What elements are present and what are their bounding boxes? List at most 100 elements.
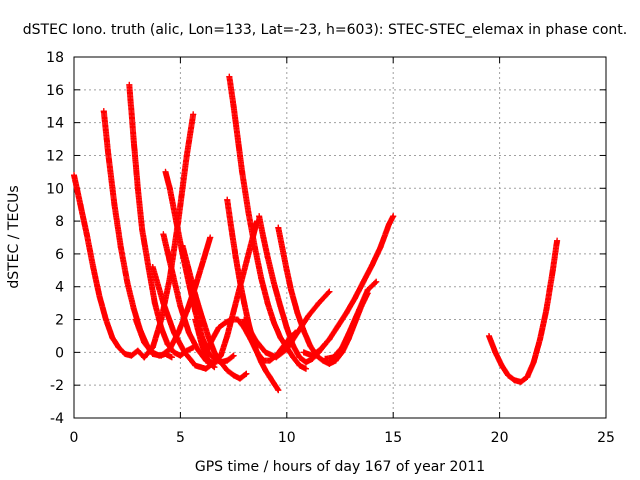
data-point [96, 293, 103, 300]
data-point [83, 231, 90, 238]
data-point [377, 244, 384, 251]
x-tick-label: 0 [70, 430, 79, 446]
axis-ticks: 0 5 10 15 20 25 -4 -2 0 2 4 6 8 10 12 14 16 18 [46, 50, 615, 446]
data-point [245, 209, 252, 216]
data-point [283, 267, 290, 274]
data-point [277, 334, 284, 341]
data-point [177, 352, 184, 359]
data-point [326, 336, 333, 343]
data-point [241, 300, 248, 307]
data-point [296, 354, 303, 361]
data-point [239, 168, 246, 175]
data-point [109, 334, 116, 341]
x-tick-label: 15 [384, 430, 402, 446]
data-point [485, 332, 492, 339]
data-point [226, 73, 233, 80]
data-point [190, 111, 197, 118]
data-point [230, 352, 237, 359]
data-point [511, 377, 518, 384]
data-point [90, 264, 97, 271]
data-point [185, 329, 192, 336]
data-point [360, 278, 367, 285]
data-point [230, 103, 237, 110]
data-point [117, 244, 124, 251]
data-point [207, 234, 214, 241]
data-point [339, 344, 346, 351]
data-point [168, 267, 175, 274]
data-point [234, 316, 241, 323]
data-point [230, 308, 237, 315]
series-markers [226, 73, 309, 372]
data-point [258, 275, 265, 282]
data-point [185, 267, 192, 274]
data-point [211, 360, 218, 367]
data-point [77, 201, 84, 208]
data-point [251, 244, 258, 251]
data-point [373, 278, 380, 285]
data-point [279, 245, 286, 252]
data-point [141, 354, 148, 361]
series-17 [300, 213, 397, 359]
data-point [368, 262, 375, 269]
data-point [181, 349, 188, 356]
data-point [322, 355, 329, 362]
data-point [192, 362, 199, 369]
series-19 [485, 237, 561, 385]
data-point [166, 346, 173, 353]
data-point [243, 259, 250, 266]
x-tick-label: 10 [278, 430, 296, 446]
data-point [158, 352, 165, 359]
data-point [211, 349, 218, 356]
data-point [122, 351, 129, 358]
data-point [192, 316, 199, 323]
y-tick-label: 2 [55, 313, 64, 329]
data-point [326, 288, 333, 295]
data-point [179, 242, 186, 249]
data-point [498, 362, 505, 369]
data-point [166, 185, 173, 192]
data-point [543, 306, 550, 313]
series-1 [71, 172, 148, 361]
y-tick-label: 16 [46, 83, 64, 99]
data-point [351, 295, 358, 302]
y-tick-label: 6 [55, 247, 64, 263]
data-point [326, 360, 333, 367]
data-point [105, 149, 112, 156]
data-point [364, 287, 371, 294]
data-point [234, 136, 241, 143]
data-point [262, 349, 269, 356]
data-point [330, 354, 337, 361]
data-point [283, 346, 290, 353]
data-point [271, 280, 278, 287]
series-11 [226, 73, 309, 372]
y-tick-label: 10 [46, 181, 64, 197]
data-point [266, 357, 273, 364]
grid [74, 57, 606, 418]
data-point [217, 352, 224, 359]
data-point [128, 352, 135, 359]
data-point [537, 336, 544, 343]
data-point [530, 359, 537, 366]
data-point [385, 221, 392, 228]
data-point [549, 267, 556, 274]
y-tick-label: 18 [46, 50, 64, 66]
data-point [294, 329, 301, 336]
data-point [228, 226, 235, 233]
data-point [130, 136, 137, 143]
data-point [160, 231, 167, 238]
data-point [100, 108, 107, 115]
data-point [198, 313, 205, 320]
data-point [149, 351, 156, 358]
data-point [228, 316, 235, 323]
data-point [271, 319, 278, 326]
data-point [224, 196, 231, 203]
data-point [215, 324, 222, 331]
data-point [554, 237, 561, 244]
data-point [492, 349, 499, 356]
y-tick-label: 12 [46, 148, 64, 164]
data-point [71, 172, 77, 179]
data-point [209, 336, 216, 343]
data-point [275, 224, 282, 231]
data-point [356, 306, 363, 313]
